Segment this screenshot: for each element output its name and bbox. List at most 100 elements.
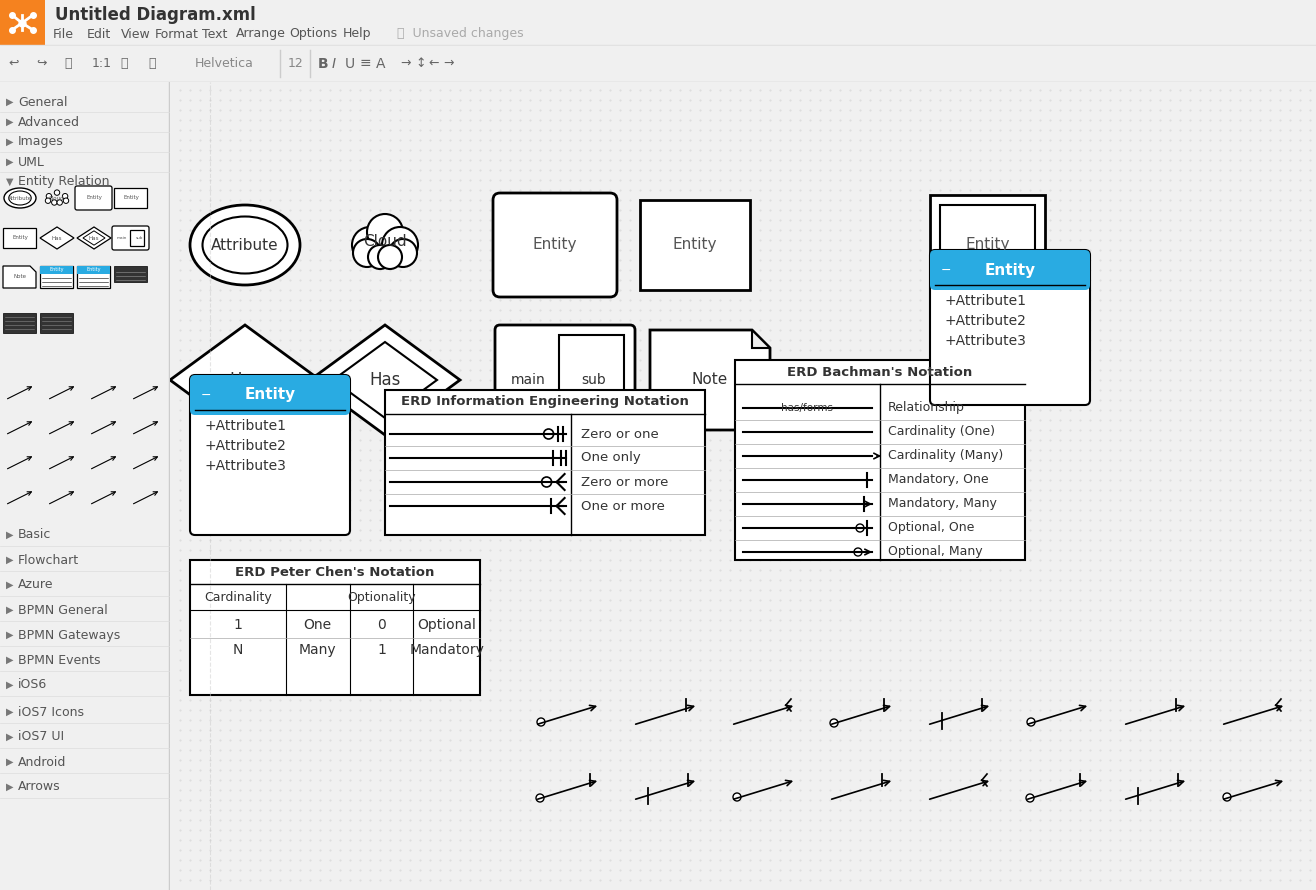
Text: 1: 1 bbox=[233, 618, 242, 632]
Text: Arrows: Arrows bbox=[18, 781, 61, 794]
Text: A: A bbox=[376, 56, 386, 70]
Text: Note: Note bbox=[692, 373, 728, 387]
Text: ▶: ▶ bbox=[7, 732, 13, 742]
Text: Optional: Optional bbox=[417, 618, 476, 632]
Text: ▼: ▼ bbox=[7, 177, 13, 187]
Ellipse shape bbox=[4, 188, 36, 208]
Polygon shape bbox=[78, 227, 111, 249]
Text: I: I bbox=[332, 56, 336, 70]
Text: Mandatory, Many: Mandatory, Many bbox=[888, 498, 998, 511]
Polygon shape bbox=[39, 227, 74, 249]
Text: Has: Has bbox=[51, 236, 62, 240]
Text: Arrange: Arrange bbox=[236, 28, 286, 41]
Text: Entity: Entity bbox=[124, 196, 139, 200]
Text: Has: Has bbox=[88, 236, 99, 240]
FancyBboxPatch shape bbox=[930, 250, 1090, 290]
Text: One: One bbox=[304, 618, 332, 632]
Text: Cardinality (Many): Cardinality (Many) bbox=[888, 449, 1003, 463]
Text: ▶: ▶ bbox=[7, 782, 13, 792]
Text: Android: Android bbox=[18, 756, 66, 768]
Text: Mandatory: Mandatory bbox=[409, 643, 484, 657]
FancyBboxPatch shape bbox=[930, 250, 1090, 405]
Text: +Attribute2: +Attribute2 bbox=[945, 314, 1026, 328]
Text: Relationship: Relationship bbox=[888, 401, 965, 415]
Text: Many: Many bbox=[299, 643, 337, 657]
Text: main: main bbox=[117, 236, 128, 240]
Text: Entity: Entity bbox=[984, 263, 1036, 278]
Circle shape bbox=[54, 190, 59, 195]
Text: BPMN Events: BPMN Events bbox=[18, 653, 100, 667]
Circle shape bbox=[854, 548, 862, 556]
Bar bbox=[78, 266, 111, 288]
Text: Entity: Entity bbox=[672, 238, 717, 253]
Text: Optional, One: Optional, One bbox=[888, 522, 974, 535]
Text: N: N bbox=[233, 643, 243, 657]
Text: One only: One only bbox=[580, 451, 641, 465]
Bar bbox=[0, 0, 45, 45]
Ellipse shape bbox=[203, 216, 287, 273]
Circle shape bbox=[62, 193, 68, 198]
Text: ▶: ▶ bbox=[7, 157, 13, 167]
Text: Optionality: Optionality bbox=[347, 590, 416, 603]
FancyBboxPatch shape bbox=[190, 375, 350, 535]
Text: Entity: Entity bbox=[50, 268, 64, 272]
Circle shape bbox=[57, 199, 62, 206]
Polygon shape bbox=[170, 325, 320, 435]
Text: Has: Has bbox=[229, 371, 261, 389]
Text: Entity Relation: Entity Relation bbox=[18, 175, 109, 189]
Circle shape bbox=[390, 239, 417, 267]
Circle shape bbox=[544, 429, 554, 439]
Text: Cloud: Cloud bbox=[49, 196, 64, 200]
Ellipse shape bbox=[190, 205, 300, 285]
Text: Advanced: Advanced bbox=[18, 116, 80, 128]
Text: sub: sub bbox=[582, 373, 605, 387]
Bar bbox=[386, 390, 705, 535]
Text: ERD Information Engineering Notation: ERD Information Engineering Notation bbox=[401, 395, 690, 409]
Text: 1:1: 1:1 bbox=[92, 57, 112, 70]
Text: Helvetica: Helvetica bbox=[195, 57, 254, 70]
Circle shape bbox=[351, 227, 388, 263]
Text: ▶: ▶ bbox=[7, 137, 13, 147]
Text: Basic: Basic bbox=[18, 529, 51, 541]
Circle shape bbox=[733, 793, 741, 801]
Circle shape bbox=[1026, 718, 1034, 726]
Circle shape bbox=[46, 193, 51, 198]
Polygon shape bbox=[751, 330, 770, 348]
Polygon shape bbox=[333, 342, 437, 418]
Text: →: → bbox=[443, 57, 454, 70]
Text: Images: Images bbox=[18, 135, 63, 149]
Text: ▶: ▶ bbox=[7, 580, 13, 590]
Circle shape bbox=[382, 227, 418, 263]
Circle shape bbox=[353, 239, 382, 267]
Text: iOS7 UI: iOS7 UI bbox=[18, 731, 64, 743]
Text: Entity: Entity bbox=[86, 196, 101, 200]
Text: Untitled Diagram.xml: Untitled Diagram.xml bbox=[55, 6, 255, 24]
FancyBboxPatch shape bbox=[494, 193, 617, 297]
Text: Format: Format bbox=[155, 28, 199, 41]
Bar bbox=[195, 395, 345, 410]
Circle shape bbox=[830, 719, 838, 727]
Text: Optional, Many: Optional, Many bbox=[888, 546, 983, 559]
Polygon shape bbox=[650, 330, 770, 430]
Circle shape bbox=[45, 198, 51, 204]
Text: Entity: Entity bbox=[245, 387, 296, 402]
Text: +Attribute3: +Attribute3 bbox=[205, 459, 287, 473]
Text: Mandatory, One: Mandatory, One bbox=[888, 473, 988, 487]
Text: File: File bbox=[53, 28, 74, 41]
Text: Cloud: Cloud bbox=[363, 234, 407, 249]
Text: Entity: Entity bbox=[965, 238, 1009, 253]
Text: +Attribute2: +Attribute2 bbox=[205, 439, 287, 453]
Polygon shape bbox=[83, 231, 105, 245]
Text: 0: 0 bbox=[376, 618, 386, 632]
Text: Note: Note bbox=[13, 274, 26, 279]
FancyBboxPatch shape bbox=[190, 375, 350, 415]
Text: −: − bbox=[941, 263, 951, 277]
Bar bbox=[934, 270, 1084, 285]
Text: iOS6: iOS6 bbox=[18, 678, 47, 692]
Text: 🌐  Unsaved changes: 🌐 Unsaved changes bbox=[397, 28, 524, 41]
Circle shape bbox=[1026, 794, 1034, 802]
Circle shape bbox=[542, 477, 551, 487]
Text: ▶: ▶ bbox=[7, 655, 13, 665]
Text: ▶: ▶ bbox=[7, 707, 13, 717]
Text: ↪: ↪ bbox=[36, 57, 46, 70]
